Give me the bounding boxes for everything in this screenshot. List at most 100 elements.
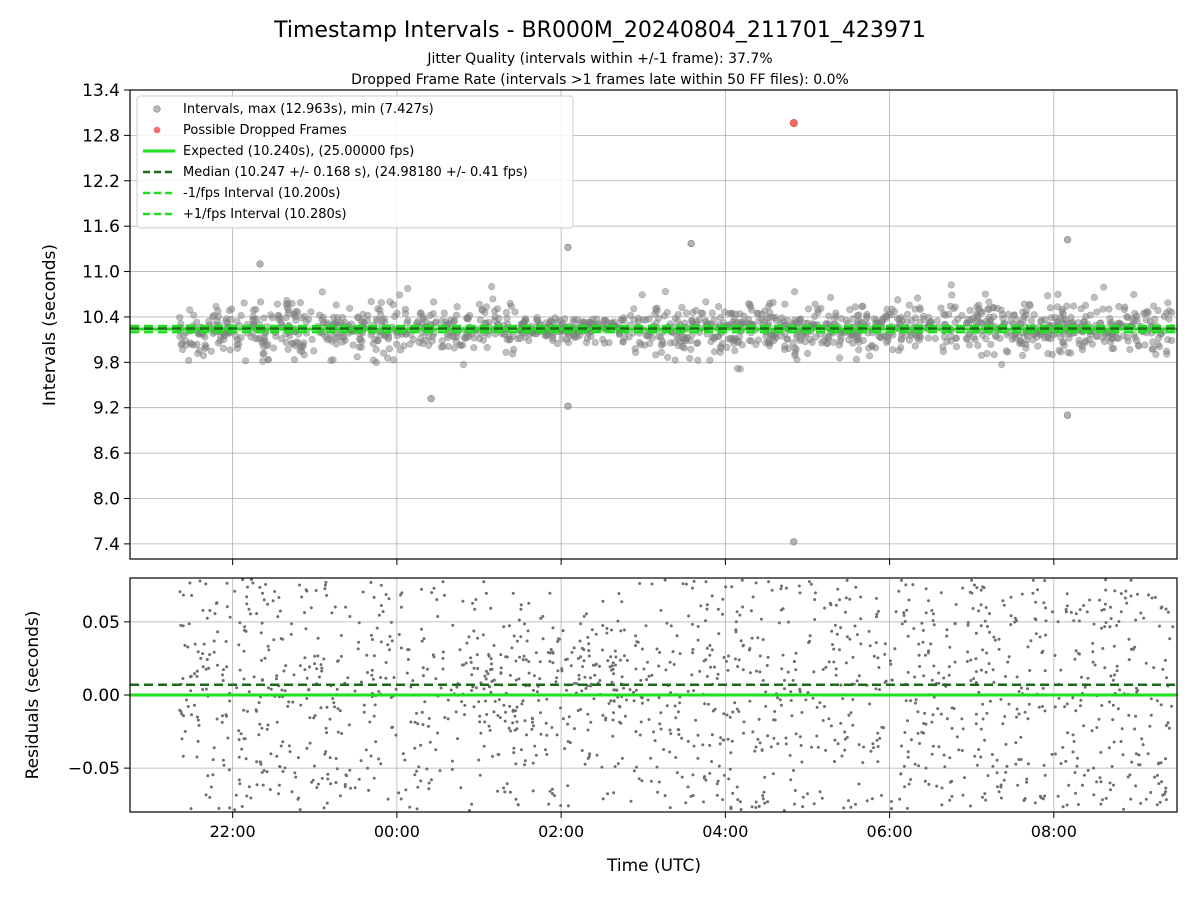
residual-point xyxy=(1064,610,1068,614)
residual-point xyxy=(1007,655,1011,659)
residual-point xyxy=(750,636,754,640)
residual-point xyxy=(904,699,908,703)
residual-point xyxy=(193,703,196,707)
residual-point xyxy=(384,661,388,664)
residual-point xyxy=(646,660,649,664)
residual-point xyxy=(328,717,332,721)
residual-point xyxy=(622,686,626,690)
residual-point xyxy=(375,626,379,630)
interval-point xyxy=(825,312,833,320)
residual-point xyxy=(870,797,874,801)
residual-point xyxy=(849,711,853,715)
residual-point xyxy=(392,676,396,679)
residual-point xyxy=(1129,578,1133,582)
residual-point xyxy=(1044,619,1048,623)
residual-point xyxy=(374,740,378,744)
residual-point xyxy=(1086,768,1090,772)
residual-point xyxy=(931,744,935,748)
residual-point xyxy=(1110,765,1114,768)
interval-point xyxy=(502,309,511,317)
residual-point xyxy=(875,738,879,742)
interval-point xyxy=(589,315,597,323)
residual-point xyxy=(1163,658,1167,662)
residual-point xyxy=(1026,687,1029,691)
residual-point xyxy=(751,595,755,599)
interval-point xyxy=(190,311,198,319)
interval-point xyxy=(1069,302,1078,310)
residual-point xyxy=(1059,668,1063,672)
residual-point xyxy=(259,762,263,766)
residual-point xyxy=(247,690,251,694)
residual-point xyxy=(812,670,816,674)
residual-point xyxy=(893,647,897,651)
interval-point xyxy=(483,344,491,352)
interval-point xyxy=(811,312,819,321)
interval-point xyxy=(1124,337,1132,345)
residual-point xyxy=(969,658,973,662)
legend-box xyxy=(136,95,574,229)
residual-point xyxy=(1043,579,1047,583)
residual-point xyxy=(334,781,338,784)
residual-point xyxy=(390,726,394,729)
residual-point xyxy=(845,578,849,582)
residual-point xyxy=(405,671,409,675)
interval-point xyxy=(740,312,748,320)
interval-point xyxy=(1046,304,1054,312)
residual-point xyxy=(786,670,790,674)
residual-point xyxy=(765,664,769,667)
interval-point xyxy=(216,337,224,345)
residual-point xyxy=(894,610,898,614)
residual-point xyxy=(381,610,385,614)
residual-point xyxy=(214,602,218,605)
residual-point xyxy=(764,690,768,694)
residual-point xyxy=(1071,733,1075,737)
interval-point xyxy=(453,303,461,311)
residual-point xyxy=(499,653,503,657)
residual-point xyxy=(1083,685,1087,689)
interval-point xyxy=(406,340,414,348)
residual-point xyxy=(890,800,893,803)
x-axis: 22:00 00:00 02:00 04:00 06:00 08:00 xyxy=(210,559,1077,841)
residual-point xyxy=(829,724,833,728)
interval-point xyxy=(272,332,280,340)
interval-point xyxy=(257,298,265,306)
residual-point xyxy=(513,728,517,732)
residual-point xyxy=(315,667,319,671)
residual-point xyxy=(505,655,509,659)
residual-point xyxy=(702,800,705,804)
residual-point xyxy=(475,653,479,657)
residual-point xyxy=(1115,624,1119,627)
residual-point xyxy=(303,656,307,660)
residual-point xyxy=(1079,704,1082,708)
residual-point xyxy=(420,587,423,591)
residual-point xyxy=(531,789,535,793)
residual-point xyxy=(584,687,588,690)
residual-point xyxy=(718,742,722,746)
residual-point xyxy=(907,598,911,602)
residual-point xyxy=(188,581,192,585)
residual-point xyxy=(742,731,745,735)
residual-point xyxy=(195,669,199,673)
residual-point xyxy=(530,720,534,724)
residual-point xyxy=(1019,735,1023,739)
residual-point xyxy=(316,654,320,658)
residual-point xyxy=(469,656,473,660)
residual-point xyxy=(181,624,185,628)
residual-point xyxy=(1086,676,1090,680)
residual-point xyxy=(389,620,393,624)
residual-point xyxy=(649,779,653,783)
residual-point xyxy=(647,674,651,678)
residual-point xyxy=(328,756,332,760)
residual-point xyxy=(320,776,324,780)
residual-point xyxy=(1131,647,1135,651)
bottom-y-tick-label: 0.00 xyxy=(82,686,120,706)
interval-point xyxy=(1106,314,1114,323)
interval-point xyxy=(735,333,744,341)
residual-point xyxy=(1085,610,1089,614)
residual-point xyxy=(1079,698,1083,702)
residual-point xyxy=(984,606,988,609)
interval-point xyxy=(851,303,859,311)
residual-point xyxy=(365,653,369,657)
residual-point xyxy=(650,673,654,677)
residual-point xyxy=(810,745,813,749)
